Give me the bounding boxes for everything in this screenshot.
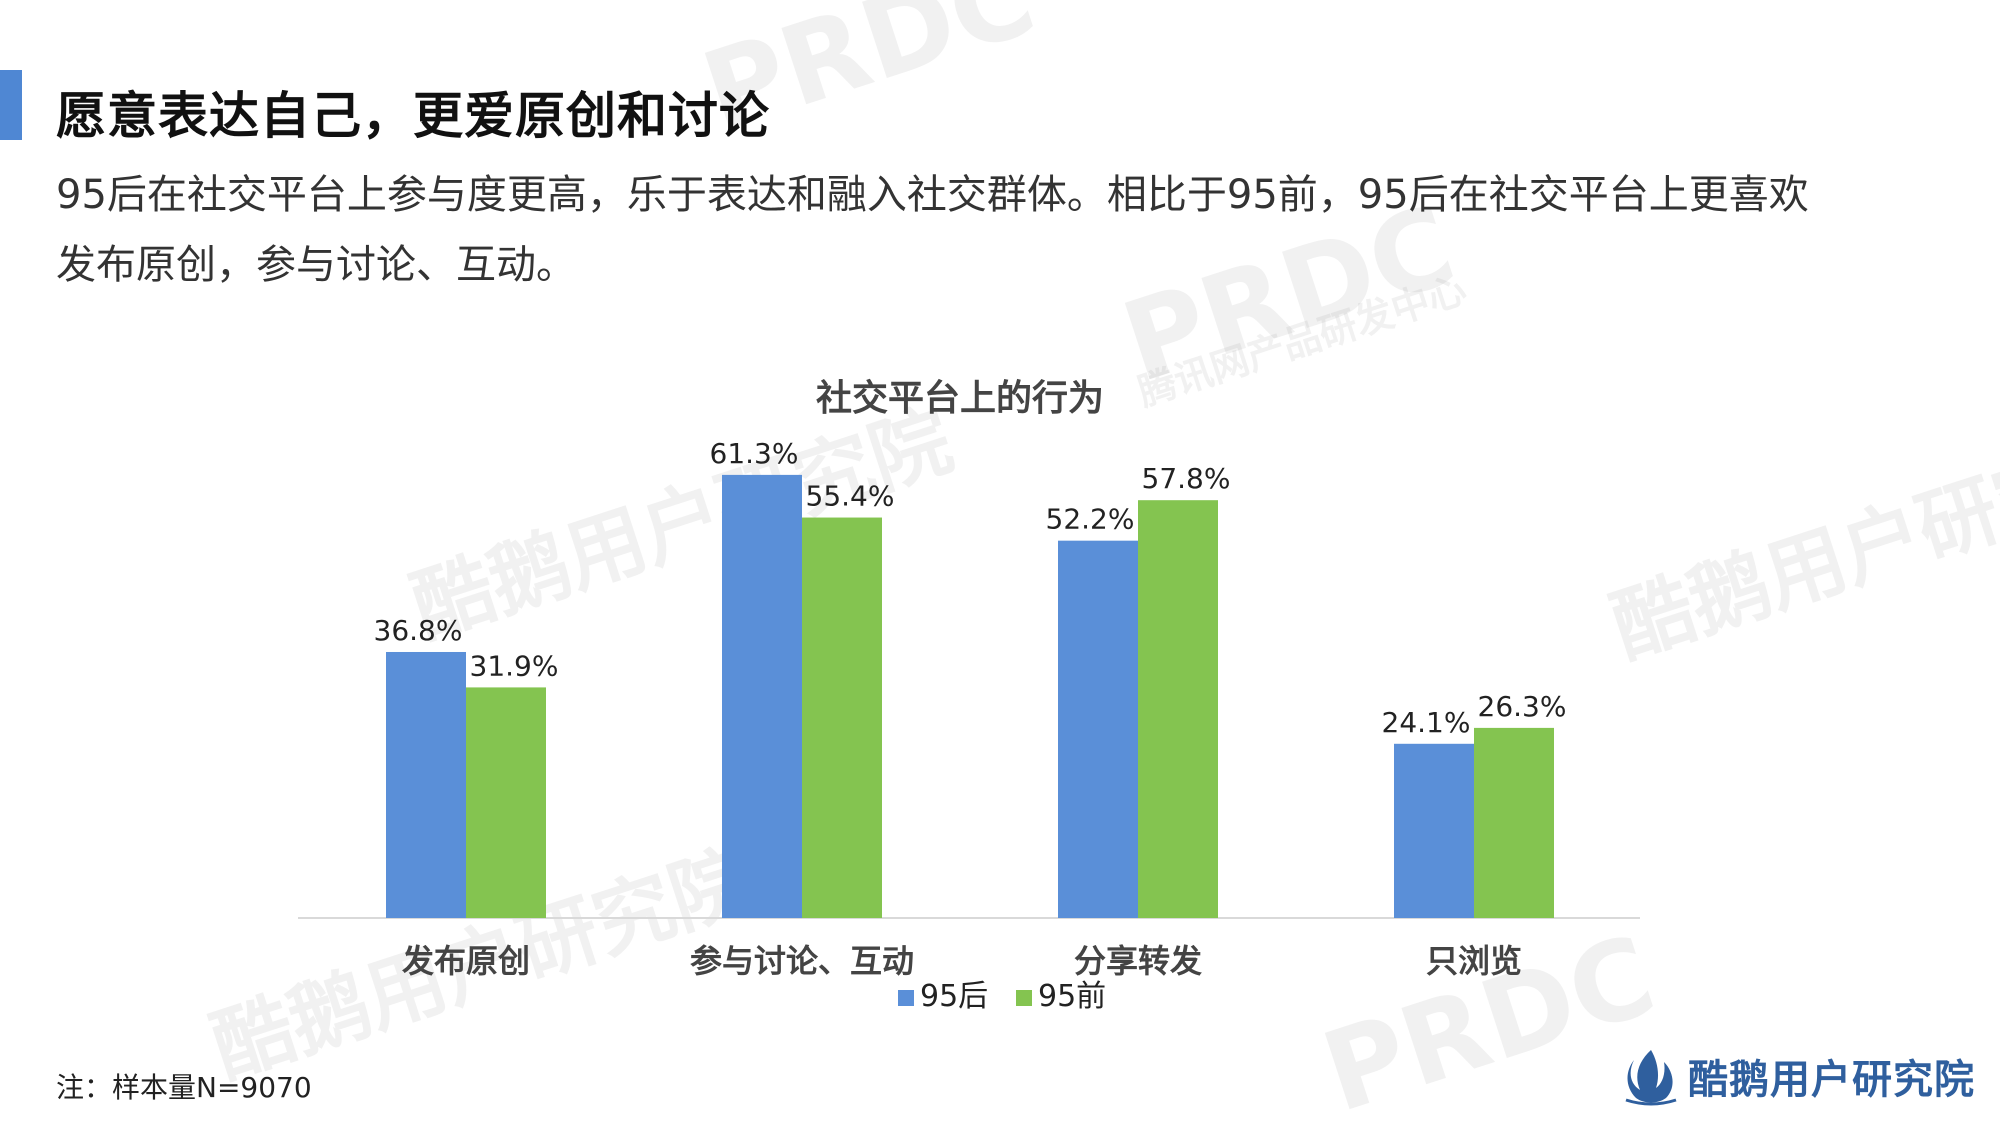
legend-label: 95前: [1038, 979, 1106, 1014]
data-label: 55.4%: [806, 480, 895, 513]
bar-chart: 社交平台上的行为 36.8%31.9% 61.3%55.4% 52.2%57.8% 2…: [298, 377, 1640, 1014]
bars-group: 36.8%31.9% 61.3%55.4% 52.2%57.8% 24.1% 26.3%: [298, 437, 1640, 919]
bar: [1138, 500, 1218, 918]
bar: [466, 687, 546, 918]
data-label: 36.8%: [374, 614, 463, 647]
brand-logo: 酷鹅用户研究院: [1620, 1046, 1975, 1106]
legend-swatch: [898, 990, 914, 1006]
legend-swatch: [1016, 990, 1032, 1006]
data-label: 57.8%: [1142, 462, 1231, 495]
subtitle-line: 发布原创，参与讨论、互动。: [56, 242, 576, 288]
title-accent-bar: [0, 70, 22, 140]
data-label: 26.3%: [1478, 690, 1567, 723]
bar: [1474, 727, 1554, 918]
bar: [722, 474, 802, 918]
chart-legend: 95后 95前: [898, 979, 1106, 1014]
category-label: 分享转发: [1074, 942, 1202, 980]
category-label: 发布原创: [402, 942, 530, 980]
category-label: 参与讨论、互动: [690, 942, 914, 980]
penguin-flame-icon: [1625, 1050, 1677, 1106]
category-labels: 发布原创 参与讨论、互动 分享转发 只浏览: [402, 942, 1522, 980]
brand-name: 酷鹅用户研究院: [1688, 1057, 1975, 1103]
chart-title: 社交平台上的行为: [816, 377, 1104, 419]
bar: [1394, 743, 1474, 918]
page-subtitle: 95后在社交平台上参与度更高，乐于表达和融入社交群体。相比于95前，95后在社交…: [56, 160, 1936, 300]
data-label: 61.3%: [710, 437, 799, 470]
footnote: 注：样本量N=9070: [56, 1071, 312, 1104]
bar: [802, 517, 882, 918]
bar: [386, 651, 466, 918]
data-label: 24.1%: [1382, 706, 1471, 739]
legend-label: 95后: [920, 979, 988, 1014]
data-label: 31.9%: [470, 649, 559, 682]
bar: [1058, 540, 1138, 918]
page-title: 愿意表达自己，更爱原创和讨论: [56, 87, 770, 145]
subtitle-line: 95后在社交平台上参与度更高，乐于表达和融入社交群体。相比于95前，95后在社交…: [56, 172, 1809, 218]
data-label: 52.2%: [1046, 503, 1135, 536]
category-label: 只浏览: [1426, 942, 1522, 980]
